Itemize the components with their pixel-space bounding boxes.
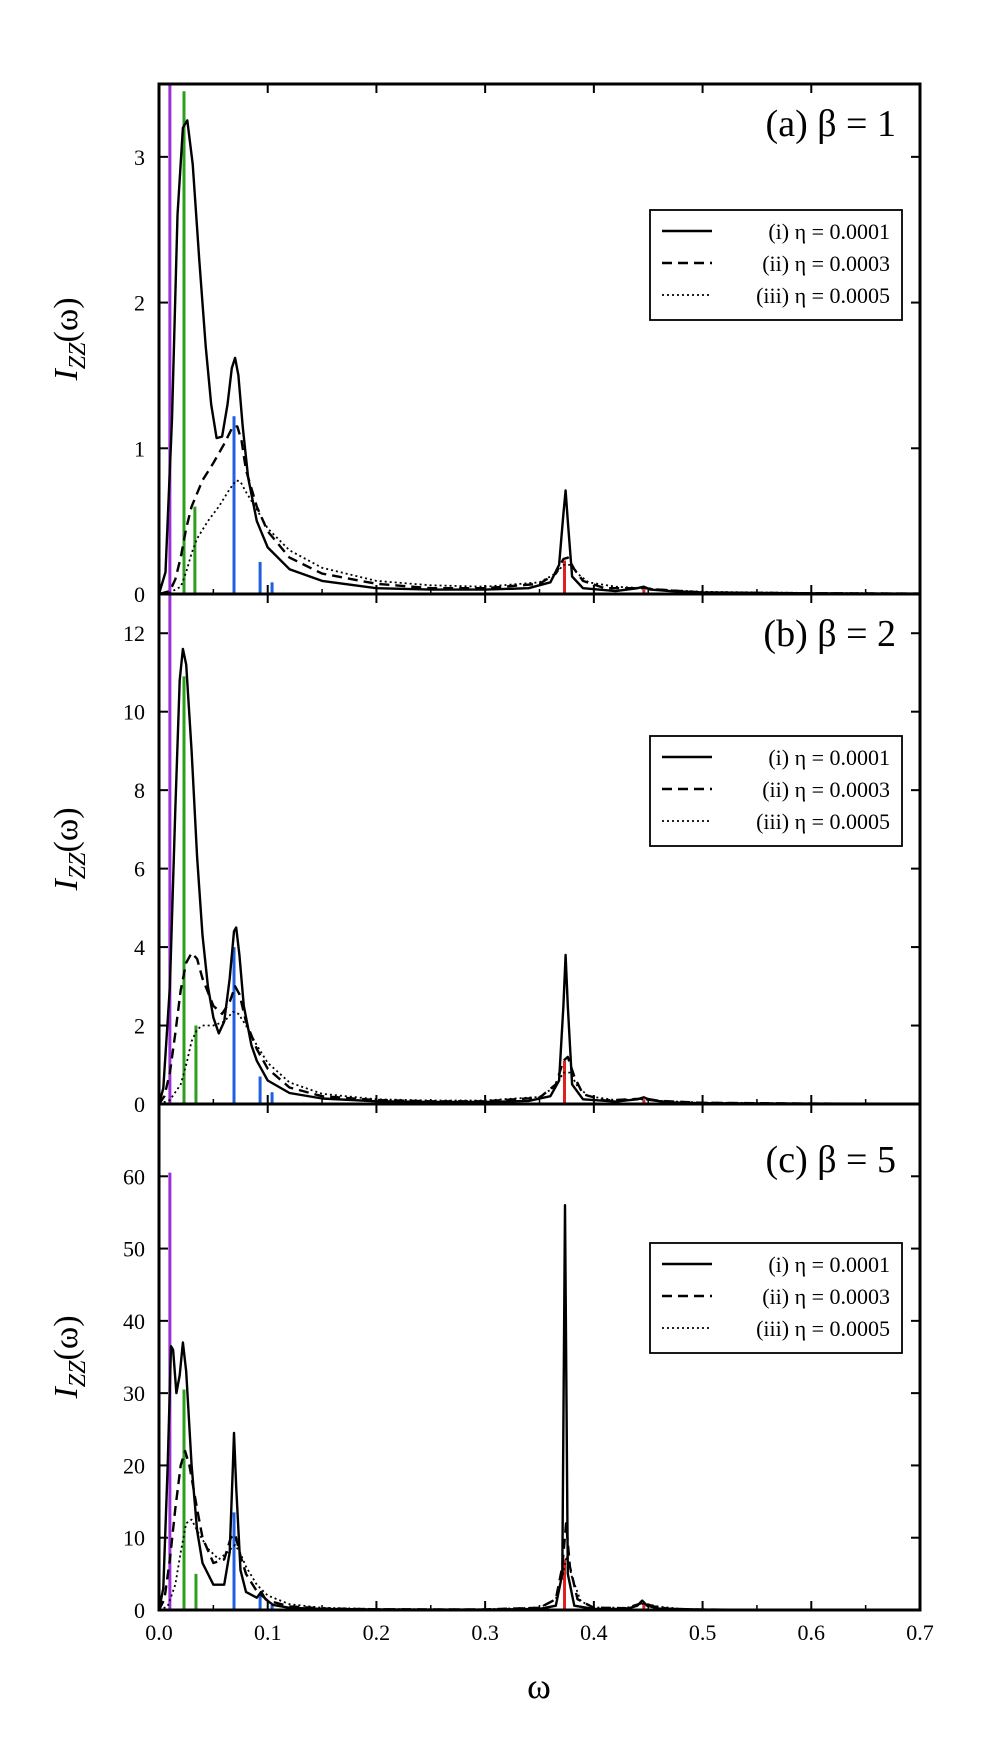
panel-b-legend-box <box>649 735 903 847</box>
panel-c-legend-box <box>649 1242 903 1354</box>
panel-b-legend-label: (iii) η = 0.0005 <box>756 809 890 834</box>
panel-b: 0 2 4 6 8 10 12 (b) β = 2 (i) η = 0.0001 (ii) η… <box>48 592 922 1117</box>
panel-c-ytick-label: 40 <box>123 1309 145 1334</box>
panel-a-ytick-label: 1 <box>134 436 145 461</box>
panel-c-legend-label: (iii) η = 0.0005 <box>756 1316 890 1341</box>
panel-c-legend-label: (i) η = 0.0001 <box>768 1252 890 1277</box>
panel-c-sticks <box>168 1172 646 1610</box>
panel-c-title: (c) β = 5 <box>766 1139 896 1181</box>
panel-a-curves <box>157 119 922 596</box>
panel-c-curve-dashed <box>157 1449 920 1612</box>
panel-c-ylabel: IZZ(ω) <box>48 1315 91 1399</box>
panel-c-ytick-label: 60 <box>123 1164 145 1189</box>
panel-a-title: (a) β = 1 <box>766 103 896 145</box>
panel-a-legend-label: (iii) η = 0.0005 <box>756 283 890 308</box>
panel-a-curve-solid <box>157 119 922 596</box>
panel-b-ticks: 0 2 4 6 8 10 12 <box>123 594 921 1117</box>
panel-c-ticks: 0.0 0.1 0.2 0.3 0.4 0.5 0.6 0.7 0 10 20 30 40 50 60 <box>123 1104 934 1645</box>
panel-b-curve-dashed <box>158 951 921 1105</box>
panel-a-sticks <box>168 84 646 594</box>
panel-c: 0.0 0.1 0.2 0.3 0.4 0.5 0.6 0.7 0 10 20 30 40 50 60 (c… <box>48 1102 934 1645</box>
panel-b-curves <box>157 647 922 1106</box>
panel-b-legend-label: (i) η = 0.0001 <box>768 745 890 770</box>
panel-b-title: (b) β = 2 <box>763 613 896 655</box>
panel-c-xtick-label: 0.0 <box>145 1620 173 1645</box>
panel-a-frame <box>157 82 922 596</box>
panel-a-ytick-label: 3 <box>134 145 145 170</box>
panel-a-ytick-label: 2 <box>134 291 145 316</box>
panel-b-legend: (i) η = 0.0001 (ii) η = 0.0003 (iii) η = 0… <box>649 735 903 847</box>
panel-a-legend-box <box>649 209 903 321</box>
panel-b-legend-label: (ii) η = 0.0003 <box>762 777 890 802</box>
panel-c-ytick-label: 30 <box>123 1381 145 1406</box>
panel-b-sticks <box>168 594 646 1104</box>
panel-b-ytick-label: 2 <box>134 1014 145 1039</box>
panel-b-curve-dotted <box>158 1010 921 1105</box>
panel-a-ytick-label: 0 <box>134 582 145 607</box>
panel-c-legend-label: (ii) η = 0.0003 <box>762 1284 890 1309</box>
panel-b-ytick-label: 0 <box>134 1092 145 1117</box>
panel-c-ytick-label: 10 <box>123 1526 145 1551</box>
x-axis-title: ω <box>527 1666 551 1706</box>
panel-b-ylabel: IZZ(ω) <box>48 807 91 891</box>
panel-a-ticks: 0 1 2 3 <box>134 84 921 607</box>
panel-b-curve-solid <box>157 647 922 1106</box>
panel-c-ytick-label: 50 <box>123 1237 145 1262</box>
panel-a-legend-label: (i) η = 0.0001 <box>768 219 890 244</box>
panel-c-xtick-label: 0.7 <box>906 1620 934 1645</box>
panel-c-xtick-label: 0.1 <box>254 1620 282 1645</box>
panel-a-ylabel: IZZ(ω) <box>48 297 91 381</box>
panel-a-curve-dotted <box>158 479 921 595</box>
panel-a-legend: (i) η = 0.0001 (ii) η = 0.0003 (iii) η = 0… <box>649 209 903 321</box>
panel-a: 0 1 2 3 (a) β = 1 (i) η = 0.0001 (ii) η = 0.… <box>48 82 922 607</box>
panel-b-ytick-label: 12 <box>123 621 145 646</box>
panel-b-ytick-label: 8 <box>134 778 145 803</box>
panel-c-curve-dotted <box>158 1518 921 1611</box>
panel-b-ytick-label: 10 <box>123 700 145 725</box>
panel-b-ytick-label: 6 <box>134 857 145 882</box>
panel-c-ytick-label: 0 <box>134 1598 145 1623</box>
panel-c-xtick-label: 0.3 <box>471 1620 499 1645</box>
panel-c-xtick-label: 0.5 <box>689 1620 717 1645</box>
panel-c-xtick-label: 0.2 <box>363 1620 391 1645</box>
panel-c-xtick-label: 0.4 <box>580 1620 608 1645</box>
panel-c-xtick-label: 0.6 <box>798 1620 826 1645</box>
panel-a-curve-dashed <box>158 425 921 596</box>
panel-c-ytick-label: 20 <box>123 1453 145 1478</box>
panel-b-ytick-label: 4 <box>134 935 145 960</box>
panel-b-frame <box>157 592 922 1106</box>
panel-c-legend: (i) η = 0.0001 (ii) η = 0.0003 (iii) η = 0… <box>649 1242 903 1354</box>
panel-a-legend-label: (ii) η = 0.0003 <box>762 251 890 276</box>
